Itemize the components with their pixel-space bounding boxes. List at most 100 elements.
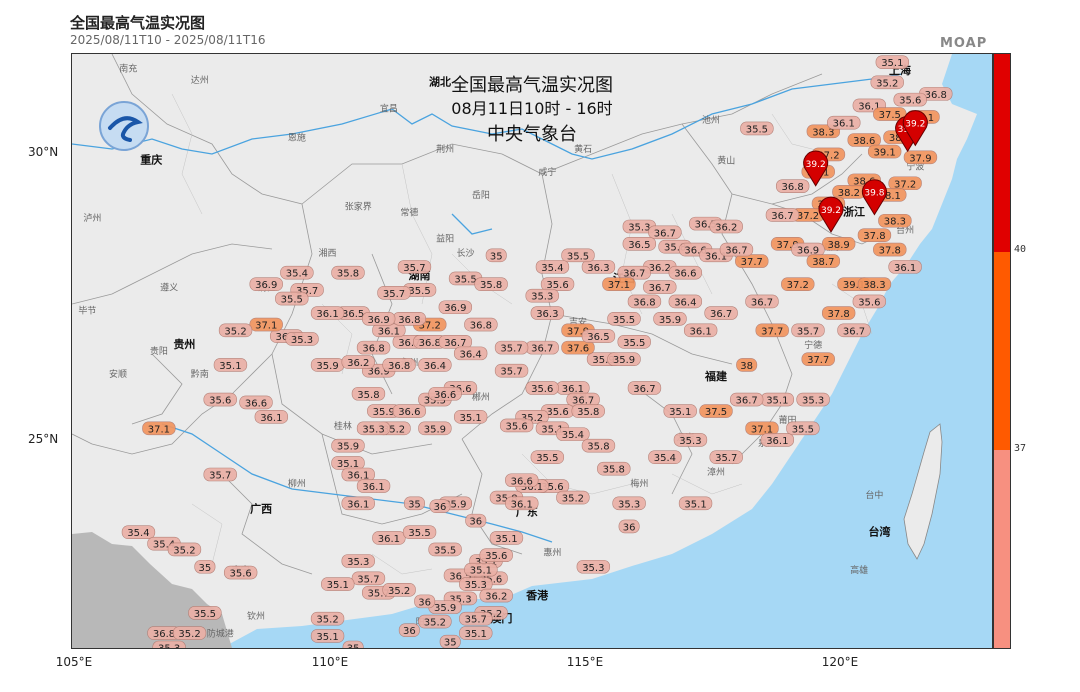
station-value[interactable]: 36 <box>618 519 640 534</box>
station-value[interactable]: 36.2 <box>479 588 513 603</box>
station-value[interactable]: 35.1 <box>875 55 910 69</box>
station-value[interactable]: 35.8 <box>581 438 616 453</box>
station-value[interactable]: 36.1 <box>372 531 406 545</box>
station-value[interactable]: 35.2 <box>218 323 253 338</box>
station-value[interactable]: 35.1 <box>213 358 248 372</box>
station-value[interactable]: 36.6 <box>392 404 427 419</box>
station-value[interactable]: 36.1 <box>310 306 345 321</box>
station-value[interactable]: 36.4 <box>453 346 488 361</box>
station-value[interactable]: 37.7 <box>801 352 835 367</box>
station-value[interactable]: 35.1 <box>678 496 713 511</box>
station-value[interactable]: 35.5 <box>275 291 309 306</box>
station-value[interactable]: 36.1 <box>505 496 539 511</box>
station-value[interactable]: 35.5 <box>617 335 651 349</box>
station-value[interactable]: 35.1 <box>453 410 488 424</box>
station-value[interactable]: 36.7 <box>837 323 871 338</box>
station-value[interactable]: 36.2 <box>709 219 743 234</box>
station-value[interactable]: 35 <box>403 496 425 511</box>
station-value[interactable]: 37.2 <box>888 176 922 191</box>
station-value[interactable]: 37.1 <box>602 277 636 292</box>
station-value[interactable]: 36.7 <box>719 242 754 257</box>
station-value[interactable]: 35.5 <box>188 606 222 620</box>
station-value[interactable]: 35.4 <box>121 525 156 540</box>
station-value[interactable]: 36.4 <box>668 294 703 309</box>
station-value[interactable]: 35.8 <box>597 461 631 476</box>
station-value[interactable]: 36.9 <box>791 242 825 257</box>
map-panel[interactable]: 重庆湖北湖南贵州江西浙江上海福建广西广东台湾香港澳门长沙岳阳常德益阳湘西张家界恩… <box>71 53 993 649</box>
station-value[interactable]: 35.1 <box>489 531 524 545</box>
station-value[interactable]: 35.5 <box>740 121 774 136</box>
station-value[interactable]: 35.3 <box>525 288 559 303</box>
station-value[interactable]: 35.6 <box>525 381 559 395</box>
max-temp-marker[interactable]: 39.2 <box>818 196 844 233</box>
station-value[interactable]: 36.3 <box>530 306 565 321</box>
station-value[interactable]: 37.5 <box>873 107 907 122</box>
station-value[interactable]: 35.2 <box>310 611 345 626</box>
station-value[interactable]: 35.3 <box>341 554 375 568</box>
station-value[interactable]: 38.3 <box>857 277 892 292</box>
station-value[interactable]: 36.1 <box>760 433 795 447</box>
station-value[interactable]: 37.9 <box>903 150 938 165</box>
station-value[interactable]: 37.7 <box>755 323 789 338</box>
station-value[interactable]: 37.8 <box>821 306 856 321</box>
station-value[interactable]: 37.1 <box>249 317 283 332</box>
station-value[interactable]: 35.2 <box>172 626 207 641</box>
station-value[interactable]: 38.6 <box>847 133 881 148</box>
station-value[interactable]: 36 <box>398 623 420 638</box>
station-value[interactable]: 35.4 <box>648 450 682 465</box>
station-value[interactable]: 35.7 <box>203 467 237 482</box>
station-value[interactable]: 36.7 <box>745 294 779 309</box>
station-value[interactable]: 35.9 <box>607 352 641 367</box>
station-value[interactable]: 35.7 <box>351 571 386 586</box>
station-value[interactable]: 35.2 <box>870 75 904 89</box>
max-temp-marker[interactable]: 39.8 <box>861 179 887 216</box>
station-value[interactable]: 36.9 <box>361 311 396 326</box>
station-value[interactable]: 37.2 <box>781 277 815 292</box>
station-value[interactable]: 35.3 <box>152 640 186 648</box>
station-value[interactable]: 36.5 <box>622 237 657 251</box>
station-value[interactable]: 35 <box>194 559 216 574</box>
station-value[interactable]: 35.6 <box>852 294 887 309</box>
station-value[interactable]: 37.5 <box>699 404 733 419</box>
station-value[interactable]: 35.4 <box>535 260 570 274</box>
station-value[interactable]: 35.7 <box>459 611 493 626</box>
station-value[interactable]: 35.6 <box>893 92 927 107</box>
station-value[interactable]: 36 <box>429 499 451 514</box>
station-value[interactable]: 36.1 <box>683 323 718 338</box>
station-value[interactable]: 36.6 <box>668 265 703 280</box>
station-value[interactable]: 35.5 <box>428 542 462 557</box>
station-value[interactable]: 35.7 <box>494 363 529 378</box>
max-temp-marker[interactable]: 39.2 <box>803 150 829 187</box>
station-value[interactable]: 36.9 <box>249 277 283 292</box>
station-value[interactable]: 35.6 <box>479 548 513 563</box>
station-value[interactable]: 36.8 <box>392 311 427 326</box>
station-value[interactable]: 37.1 <box>142 421 176 436</box>
station-value[interactable]: 35.7 <box>709 450 743 465</box>
station-value[interactable]: 35.1 <box>663 404 697 419</box>
station-value[interactable]: 36.6 <box>239 395 273 410</box>
station-value[interactable]: 35.6 <box>499 418 534 433</box>
station-value[interactable]: 38 <box>736 358 758 372</box>
station-value[interactable]: 35.3 <box>356 421 391 436</box>
station-value[interactable]: 35.9 <box>418 421 452 436</box>
station-value[interactable]: 35.1 <box>459 626 493 641</box>
station-value[interactable]: 35.2 <box>167 542 202 557</box>
max-temp-marker[interactable]: 39.2 <box>902 110 928 147</box>
station-value[interactable]: 37.8 <box>873 242 907 257</box>
station-value[interactable]: 35.5 <box>786 421 820 436</box>
station-value[interactable]: 35 <box>485 248 507 263</box>
station-value[interactable]: 36.1 <box>341 496 375 511</box>
station-value[interactable]: 36.7 <box>765 208 800 222</box>
station-value[interactable]: 38.2 <box>832 185 866 199</box>
station-value[interactable]: 36.1 <box>254 410 289 424</box>
station-value[interactable]: 36.7 <box>643 280 677 295</box>
station-value[interactable]: 35.5 <box>561 248 595 263</box>
station-value[interactable]: 35.8 <box>331 265 365 280</box>
station-value[interactable]: 35.9 <box>331 438 365 453</box>
station-value[interactable]: 35.2 <box>556 490 590 505</box>
station-value[interactable]: 36.8 <box>627 294 662 309</box>
station-value[interactable]: 35.3 <box>673 433 708 447</box>
station-value[interactable]: 35.7 <box>494 340 529 355</box>
station-value[interactable]: 35.9 <box>653 311 687 326</box>
station-value[interactable]: 36.8 <box>382 358 416 372</box>
